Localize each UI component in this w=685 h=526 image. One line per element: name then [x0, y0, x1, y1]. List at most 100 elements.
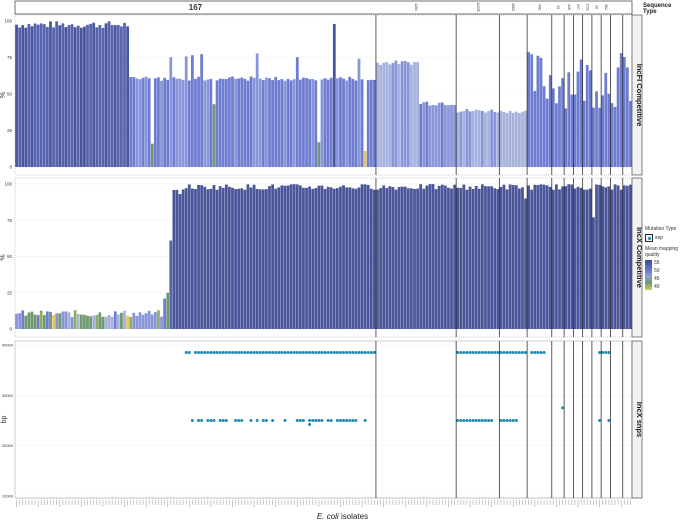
snp-point: [215, 351, 219, 355]
bar: [286, 78, 290, 167]
bar: [588, 70, 592, 167]
snp-point: [258, 351, 262, 355]
bar: [465, 109, 469, 167]
x-tick-label: [50, 500, 51, 505]
x-tick-label: [404, 500, 406, 507]
x-tick-label: [87, 500, 88, 505]
bar: [86, 315, 89, 329]
snp-point: [517, 351, 521, 355]
bar: [394, 189, 398, 329]
bar: [302, 187, 305, 329]
x-tick-label: [537, 500, 539, 505]
bar: [178, 194, 182, 329]
bar: [172, 77, 176, 167]
snp-point: [607, 419, 611, 422]
x-tick-label: [602, 500, 604, 505]
x-tick-label: [414, 500, 415, 505]
snp-point: [320, 419, 324, 422]
quality-tick: 50: [654, 268, 660, 274]
bar: [76, 313, 80, 329]
bar: [135, 315, 139, 329]
snp-point: [520, 351, 524, 355]
bar: [573, 94, 577, 167]
bar: [625, 67, 629, 167]
bar: [425, 101, 429, 167]
snp-point: [292, 351, 296, 355]
snp-point: [298, 351, 302, 355]
bar: [616, 185, 620, 329]
bar: [184, 188, 188, 329]
bar: [465, 189, 469, 329]
bar: [283, 185, 287, 329]
snp-point: [190, 419, 194, 422]
bar: [339, 186, 342, 329]
bar: [598, 107, 601, 167]
snp-point: [264, 351, 268, 355]
snp-point: [487, 351, 491, 355]
bar: [73, 310, 77, 329]
x-tick-label: [235, 500, 236, 505]
bar: [231, 187, 234, 329]
snp-point: [561, 406, 565, 410]
snp-point: [308, 351, 312, 355]
x-tick-label: [303, 500, 304, 505]
bar: [533, 90, 537, 167]
bar: [357, 187, 361, 329]
x-tick-label: [540, 500, 542, 505]
bar: [58, 25, 62, 167]
x-tick-label: [195, 500, 196, 505]
bar: [431, 104, 435, 167]
snp-point: [301, 419, 305, 422]
x-tick-label: [28, 500, 30, 505]
bar: [425, 185, 429, 329]
bar: [224, 184, 228, 329]
bar: [335, 188, 339, 329]
bar: [18, 313, 22, 329]
bar: [172, 189, 176, 329]
bar: [221, 187, 225, 329]
bar: [619, 53, 623, 168]
snp-point: [483, 351, 487, 355]
bar: [123, 22, 126, 167]
x-tick-label: [500, 500, 502, 505]
bar: [376, 62, 379, 167]
bar: [157, 77, 160, 167]
bar: [576, 71, 580, 167]
x-tick-label: [599, 500, 601, 507]
bar: [521, 187, 524, 329]
x-tick-label: [605, 500, 607, 505]
x-tick-label: [534, 500, 536, 507]
snp-point: [197, 351, 201, 355]
bar: [52, 314, 55, 329]
svg-text:%: %: [0, 92, 7, 98]
sequence-type-label: 1721: [585, 3, 589, 11]
bar: [129, 77, 133, 167]
x-tick-label: [321, 500, 323, 505]
facet-strip-label: IncFI Competitive: [635, 64, 644, 127]
bar: [46, 311, 49, 329]
bar: [147, 78, 151, 167]
x-tick-label: [37, 500, 39, 507]
snp-point: [345, 419, 349, 422]
bar: [607, 186, 611, 329]
bar: [555, 103, 558, 167]
bar: [450, 104, 453, 167]
snp-point: [200, 351, 204, 355]
snp-point: [283, 419, 287, 422]
bar: [474, 109, 478, 167]
snp-point: [240, 419, 244, 422]
x-tick-label: [65, 500, 67, 505]
x-tick-label: [358, 500, 360, 505]
bar: [292, 184, 296, 329]
bar: [345, 80, 349, 167]
snp-point: [474, 351, 478, 355]
snp-point: [314, 351, 318, 355]
bar: [212, 104, 216, 167]
bar: [79, 314, 83, 329]
bar: [514, 111, 518, 167]
bar: [61, 23, 65, 168]
x-tick-label: [614, 500, 616, 505]
snp-point: [357, 351, 361, 355]
x-tick-label: [151, 500, 153, 505]
x-tick-label: [299, 500, 301, 505]
